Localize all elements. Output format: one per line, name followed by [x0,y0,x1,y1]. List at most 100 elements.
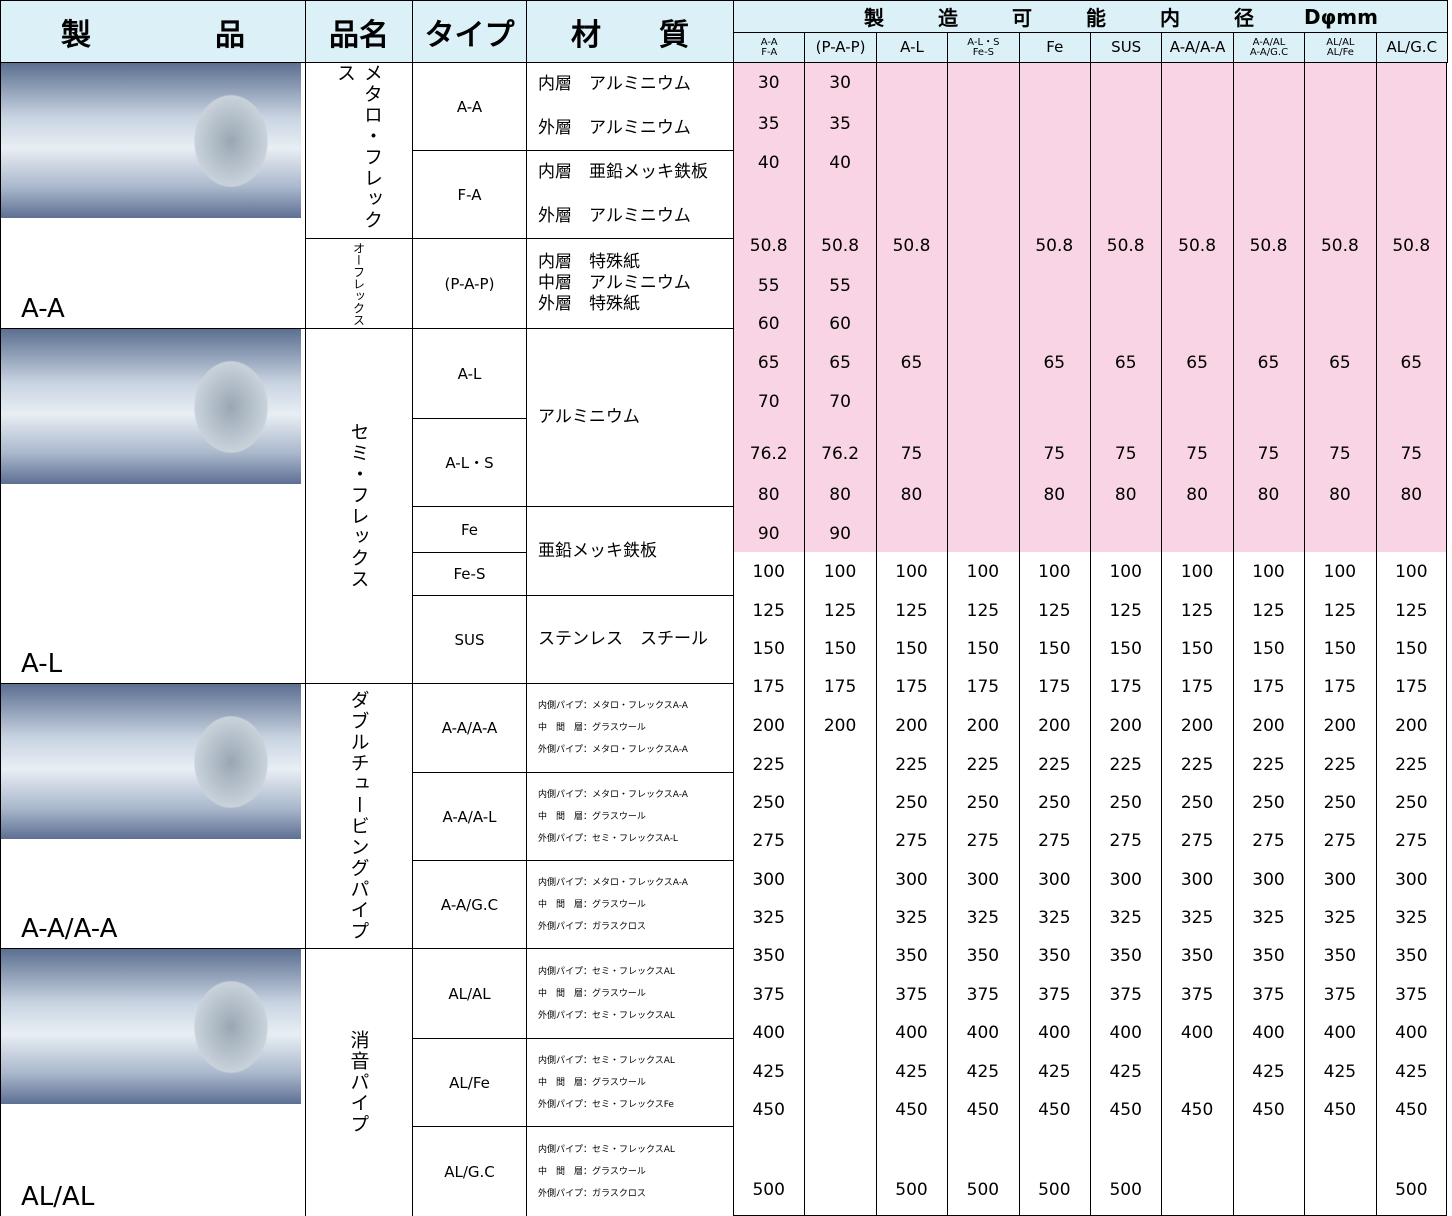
name-text: 消音パイプ [347,1030,370,1135]
header-cell: 材質 [526,0,734,63]
diameter-value: 175 [1252,677,1285,697]
diameter-value: 175 [752,677,785,697]
type-text: A-A/G.C [440,895,499,914]
header-text: 品名 [329,17,389,53]
type-cell: Fe [412,506,527,553]
column-header-text: SUS [1111,38,1142,56]
diameter-value: 200 [752,716,785,736]
material-text: 内層 亜鉛メッキ鉄板 [538,162,708,183]
product-cell: A-A/A-A [0,683,306,949]
diameter-value: 100 [1038,562,1071,582]
type-text: A-A/A-L [442,807,497,826]
diameter-value: 100 [966,562,1000,582]
material-text: 外層 特殊紙 [538,294,640,314]
column-header: A-A/A-A [1161,32,1234,63]
header-text: タイプ [424,17,515,53]
diameter-value: 350 [1395,946,1428,966]
diameter-value: 400 [895,1023,928,1043]
column-line [1018,62,1020,1216]
diameter-value: 65 [1257,353,1280,373]
diameter-value: 125 [895,601,928,621]
diameter-value: 55 [757,276,780,296]
diameter-value: 80 [1043,485,1066,505]
diameter-value: 50.8 [821,236,860,256]
type-cell: A-A/A-L [412,772,527,861]
type-text: (P-A-P) [444,274,495,293]
diameter-value: 300 [1323,870,1357,890]
material-text: 中 間 層：グラスウール [538,899,646,910]
name-cell: メタロ・フレックス [305,62,413,239]
material-text: 内側パイプ：セミ・フレックスAL [538,966,675,977]
type-text: AL/G.C [444,1162,495,1181]
diameter-value: 65 [900,353,923,373]
diameter-value: 250 [966,793,1000,813]
diameter-value: 425 [966,1062,1000,1082]
diameter-value: 200 [1180,716,1214,736]
diameter-value: 450 [1395,1100,1428,1120]
diameter-value: 225 [966,755,1000,775]
material-text: 外側パイプ：セミ・フレックスFe [538,1099,674,1110]
diameter-value: 250 [1323,793,1357,813]
diameter-value: 275 [1109,831,1142,851]
column-line [1375,62,1377,1216]
material-cell: 内側パイプ：メタロ・フレックスA-A 中 間 層：グラスウール 外側パイプ：ガラスク… [526,860,734,949]
material-text: 内側パイプ：メタロ・フレックスA-A [538,701,688,711]
diameter-value: 100 [895,562,928,582]
material-text: ステンレス スチール [538,629,708,649]
material-cell: 内側パイプ：セミ・フレックスAL 中 間 層：グラスウール 外側パイプ：セミ・フレッ… [526,1038,734,1127]
material-cell: 内層 亜鉛メッキ鉄板 外層 アルミニウム [526,150,734,239]
column-line [1304,62,1306,1216]
type-cell: (P-A-P) [412,238,527,329]
diameter-value: 375 [966,985,1000,1005]
diameter-value: 80 [1257,485,1280,505]
diameter-value: 250 [752,793,785,813]
diameter-value: 275 [1395,831,1428,851]
column-header: A-L・S Fe-S [947,32,1020,63]
diameter-value: 350 [1109,946,1142,966]
diameter-value: 90 [829,524,851,544]
column-header-text: AL/Fe [1326,46,1354,58]
column-header-text: A-A/G.C [1249,46,1289,58]
diameter-value: 450 [1109,1100,1142,1120]
material-cell: 内側パイプ：セミ・フレックスAL 中 間 層：グラスウール 外側パイプ：セミ・フレッ… [526,948,734,1039]
diameter-value: 275 [966,831,1000,851]
material-cell: 内層 特殊紙 中層 アルミニウム 外層 特殊紙 [526,238,734,329]
diameter-value: 200 [1252,716,1285,736]
diameter-value: 300 [752,870,785,890]
type-cell: AL/AL [412,948,527,1039]
diameter-value: 500 [1395,1180,1428,1200]
diameter-value: 225 [1109,755,1142,775]
diameter-value: 55 [829,276,851,296]
material-text: 外層 アルミニウム [538,117,691,138]
diameter-value: 65 [1186,353,1208,373]
diameter-value: 375 [1252,985,1285,1005]
diameter-value: 65 [1114,353,1137,373]
diameter-value: 125 [1180,601,1214,621]
type-text: SUS [454,630,485,649]
diameter-value: 300 [1395,870,1428,890]
diameter-value: 175 [1323,677,1357,697]
material-text: 外層 アルミニウム [538,205,691,226]
material-cell: 内側パイプ：メタロ・フレックスA-A 中 間 層：グラスウール 外側パイプ：メタロ・… [526,683,734,773]
diameter-value: 60 [829,314,851,334]
type-cell: AL/G.C [412,1126,527,1216]
diameter-value: 200 [1395,716,1428,736]
diameter-value: 35 [829,114,851,134]
diameter-value: 200 [823,716,857,736]
column-line [947,62,949,1216]
type-cell: Fe-S [412,552,527,596]
product-photo [1,329,301,484]
column-line [1232,62,1234,1216]
diameter-value: 425 [895,1062,928,1082]
diameter-value: 80 [829,485,851,505]
material-text: 内層 特殊紙 [538,252,640,272]
diameter-value: 75 [900,444,923,464]
product-label: A-A/A-A [21,914,118,944]
material-text: 外側パイプ：ガラスクロス [538,1188,646,1199]
type-cell: A-L [412,328,527,419]
header-text: Dφmm [1304,4,1378,29]
diameter-value: 225 [1395,755,1428,775]
diameter-value: 100 [1323,562,1357,582]
column-header: AL/G.C [1375,32,1448,63]
diameter-value: 350 [966,946,1000,966]
